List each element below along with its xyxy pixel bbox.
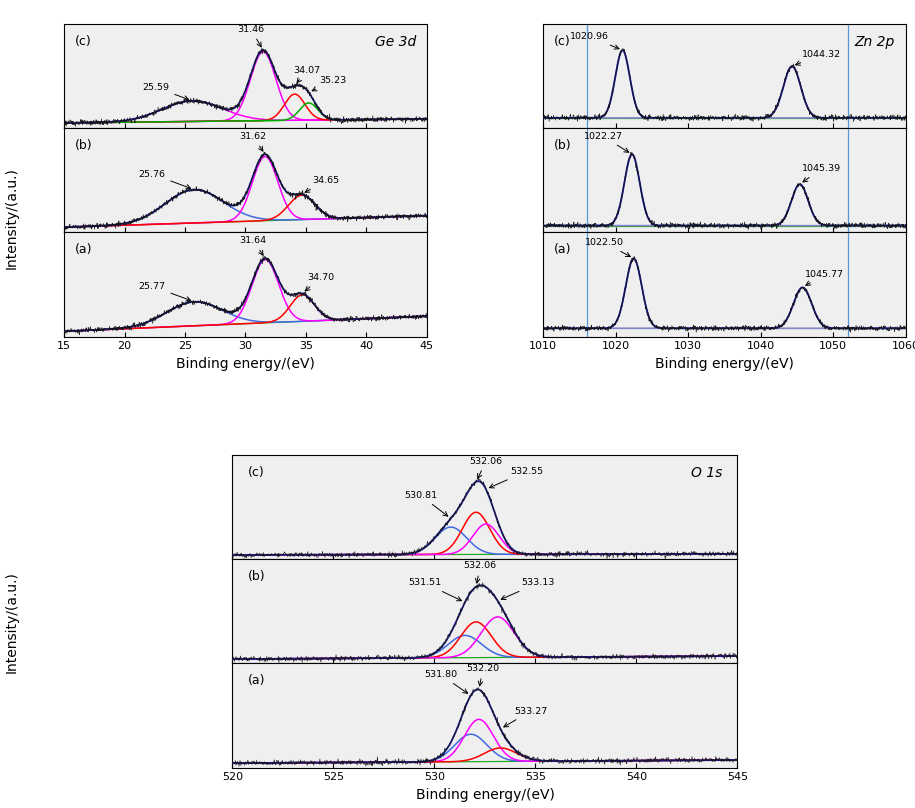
Text: 532.06: 532.06 (464, 562, 497, 583)
Text: 532.55: 532.55 (490, 467, 543, 488)
Text: 34.07: 34.07 (293, 65, 320, 82)
Text: 1045.39: 1045.39 (802, 164, 841, 182)
Text: (b): (b) (75, 139, 92, 152)
Text: (a): (a) (75, 243, 92, 256)
Text: 35.23: 35.23 (312, 76, 347, 90)
Text: Zn 2p: Zn 2p (855, 35, 895, 48)
Text: 530.81: 530.81 (404, 491, 447, 516)
Text: 1044.32: 1044.32 (796, 50, 841, 65)
X-axis label: Binding energy/(eV): Binding energy/(eV) (176, 357, 315, 371)
Text: 1022.27: 1022.27 (584, 132, 629, 152)
X-axis label: Binding energy/(eV): Binding energy/(eV) (655, 357, 794, 371)
Text: (b): (b) (554, 139, 572, 152)
Text: O 1s: O 1s (691, 465, 722, 480)
Text: 31.62: 31.62 (240, 132, 266, 151)
Text: Intensity/(a.u.): Intensity/(a.u.) (5, 167, 18, 269)
Text: 531.80: 531.80 (424, 670, 468, 693)
Text: 31.46: 31.46 (238, 25, 264, 47)
Text: 1020.96: 1020.96 (570, 32, 619, 49)
Text: 533.27: 533.27 (504, 706, 547, 727)
Text: 1022.50: 1022.50 (586, 238, 630, 257)
Text: Intensity/(a.u.): Intensity/(a.u.) (5, 571, 18, 673)
Text: 532.20: 532.20 (467, 664, 500, 686)
Text: (c): (c) (554, 35, 571, 48)
Text: 25.76: 25.76 (138, 170, 190, 189)
Text: Ge 3d: Ge 3d (375, 35, 416, 48)
Text: (c): (c) (75, 35, 92, 48)
Text: 25.59: 25.59 (143, 83, 188, 100)
Text: 533.13: 533.13 (501, 579, 554, 600)
Text: (b): (b) (248, 570, 265, 583)
Text: 34.65: 34.65 (305, 176, 339, 192)
Text: (a): (a) (554, 243, 571, 256)
Text: 34.70: 34.70 (306, 273, 334, 291)
Text: 1045.77: 1045.77 (805, 270, 844, 285)
Text: 31.64: 31.64 (240, 236, 267, 255)
Text: 25.77: 25.77 (138, 282, 190, 301)
Text: (c): (c) (248, 465, 264, 478)
Text: 531.51: 531.51 (408, 579, 461, 600)
X-axis label: Binding energy/(eV): Binding energy/(eV) (415, 788, 554, 802)
Text: (a): (a) (248, 674, 265, 687)
Text: 532.06: 532.06 (469, 457, 502, 478)
